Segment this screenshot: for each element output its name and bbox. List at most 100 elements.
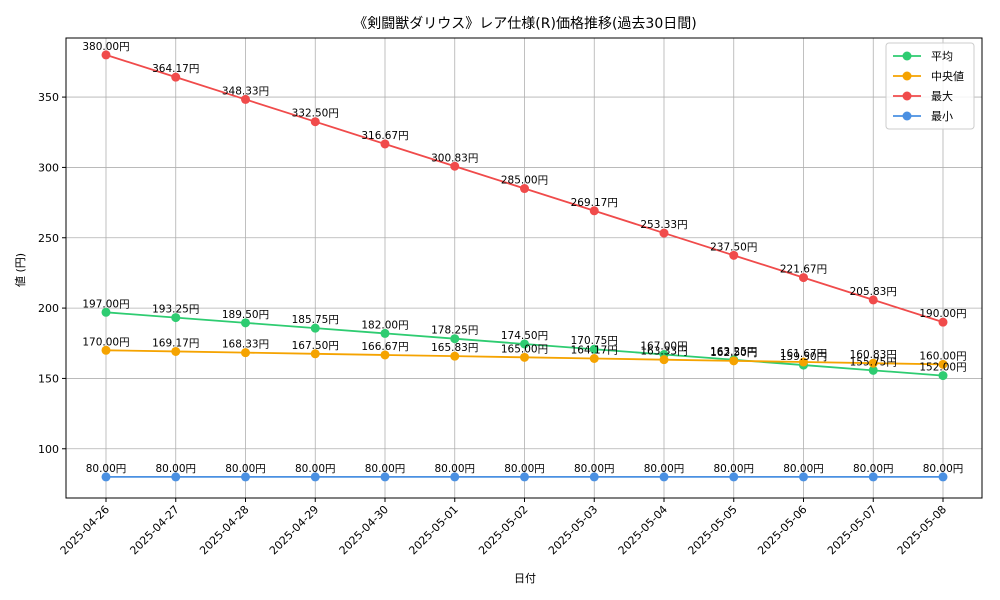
- data-point: [101, 307, 111, 317]
- y-tick-label: 200: [38, 302, 59, 315]
- data-label: 80.00円: [713, 463, 754, 475]
- data-point: [380, 350, 390, 360]
- data-label: 348.33円: [222, 85, 269, 97]
- data-label: 80.00円: [574, 463, 615, 475]
- data-point: [589, 344, 599, 354]
- data-point: [450, 472, 460, 482]
- x-tick-label: 2025-04-28: [197, 503, 251, 557]
- data-point: [380, 328, 390, 338]
- data-point: [938, 472, 948, 482]
- data-point: [101, 50, 111, 60]
- x-tick-label: 2025-05-06: [755, 503, 809, 557]
- data-point: [520, 472, 529, 482]
- data-point: [380, 139, 390, 149]
- data-point: [450, 334, 460, 344]
- data-point: [868, 358, 878, 368]
- x-tick-label: 2025-04-30: [337, 503, 391, 557]
- x-tick-label: 2025-05-03: [546, 503, 600, 557]
- data-label: 152.00円: [919, 362, 966, 374]
- data-point: [310, 349, 320, 359]
- x-tick-label: 2025-05-04: [616, 503, 670, 557]
- data-label: 80.00円: [853, 463, 894, 475]
- data-point: [171, 346, 181, 356]
- data-label: 221.67円: [780, 264, 827, 276]
- data-label: 167.00円: [640, 341, 687, 353]
- data-label: 364.17円: [152, 63, 199, 75]
- data-label: 159.50円: [780, 351, 827, 363]
- data-point: [729, 250, 739, 260]
- x-tick-label: 2025-04-26: [58, 503, 112, 557]
- data-label: 162.50円: [710, 347, 757, 359]
- data-label: 80.00円: [783, 463, 824, 475]
- data-point: [868, 365, 878, 375]
- y-tick-label: 250: [38, 232, 59, 245]
- data-point: [520, 352, 529, 362]
- x-tick-label: 2025-05-08: [895, 503, 949, 557]
- data-label: 80.00円: [644, 463, 685, 475]
- data-point: [659, 228, 669, 238]
- data-label: 237.50円: [710, 241, 757, 253]
- x-tick-label: 2025-04-27: [127, 503, 181, 557]
- data-point: [589, 472, 599, 482]
- x-axis-label: 日付: [514, 572, 536, 585]
- data-point: [799, 357, 808, 367]
- data-label: 182.00円: [361, 319, 408, 331]
- data-point: [450, 351, 460, 361]
- x-tick-label: 2025-05-05: [685, 503, 739, 557]
- data-point: [799, 273, 808, 283]
- legend-label: 平均: [931, 50, 953, 63]
- data-label: 332.50円: [292, 108, 339, 120]
- chart-title: 《剣闘獣ダリウス》レア仕様(R)価格推移(過去30日間): [353, 16, 696, 32]
- data-point: [729, 356, 739, 366]
- data-label: 165.00円: [501, 343, 548, 355]
- data-point: [938, 359, 948, 369]
- data-point: [520, 184, 529, 194]
- data-label: 80.00円: [365, 463, 406, 475]
- data-point: [310, 323, 320, 333]
- data-label: 164.17円: [571, 344, 618, 356]
- data-point: [241, 348, 250, 358]
- data-label: 155.75円: [850, 356, 897, 368]
- data-point: [938, 371, 948, 381]
- data-label: 285.00円: [501, 175, 548, 187]
- data-point: [868, 295, 878, 305]
- data-labels: 197.00円 193.25円 189.50円 185.75円 182.00円 178.2…: [82, 41, 966, 475]
- data-label: 316.67円: [361, 130, 408, 142]
- data-point: [659, 355, 669, 365]
- data-label: 80.00円: [86, 463, 127, 475]
- data-point: [171, 313, 181, 323]
- y-axis-label: 値 (円): [14, 253, 27, 287]
- legend-marker: [902, 111, 912, 121]
- x-tick-label: 2025-05-07: [825, 503, 879, 557]
- data-label: 253.33円: [640, 219, 687, 231]
- data-label: 80.00円: [504, 463, 545, 475]
- data-point: [799, 472, 808, 482]
- data-point: [101, 472, 111, 482]
- data-point: [241, 472, 250, 482]
- data-label: 80.00円: [434, 463, 475, 475]
- x-axis: 2025-04-26 2025-04-27 2025-04-28 2025-04-29…: [58, 498, 949, 557]
- data-label: 165.83円: [431, 342, 478, 354]
- data-label: 163.33円: [640, 346, 687, 358]
- data-label: 80.00円: [923, 463, 964, 475]
- data-label: 170.75円: [571, 335, 618, 347]
- legend-frame: [885, 42, 975, 130]
- data-point: [310, 117, 320, 127]
- data-point: [589, 353, 599, 363]
- data-label: 380.00円: [82, 41, 129, 53]
- data-label: 160.83円: [850, 349, 897, 361]
- legend-marker: [902, 91, 912, 101]
- data-label: 168.33円: [222, 339, 269, 351]
- data-label: 190.00円: [919, 308, 966, 320]
- y-tick-label: 150: [38, 372, 59, 385]
- y-tick-label: 100: [38, 443, 59, 456]
- data-point: [450, 161, 460, 171]
- data-label: 300.83円: [431, 152, 478, 164]
- series-layer: [101, 50, 948, 482]
- x-tick-label: 2025-05-01: [406, 503, 460, 557]
- data-label: 161.67円: [780, 348, 827, 360]
- data-point: [938, 317, 948, 327]
- grid: [66, 38, 982, 498]
- data-label: 193.25円: [152, 304, 199, 316]
